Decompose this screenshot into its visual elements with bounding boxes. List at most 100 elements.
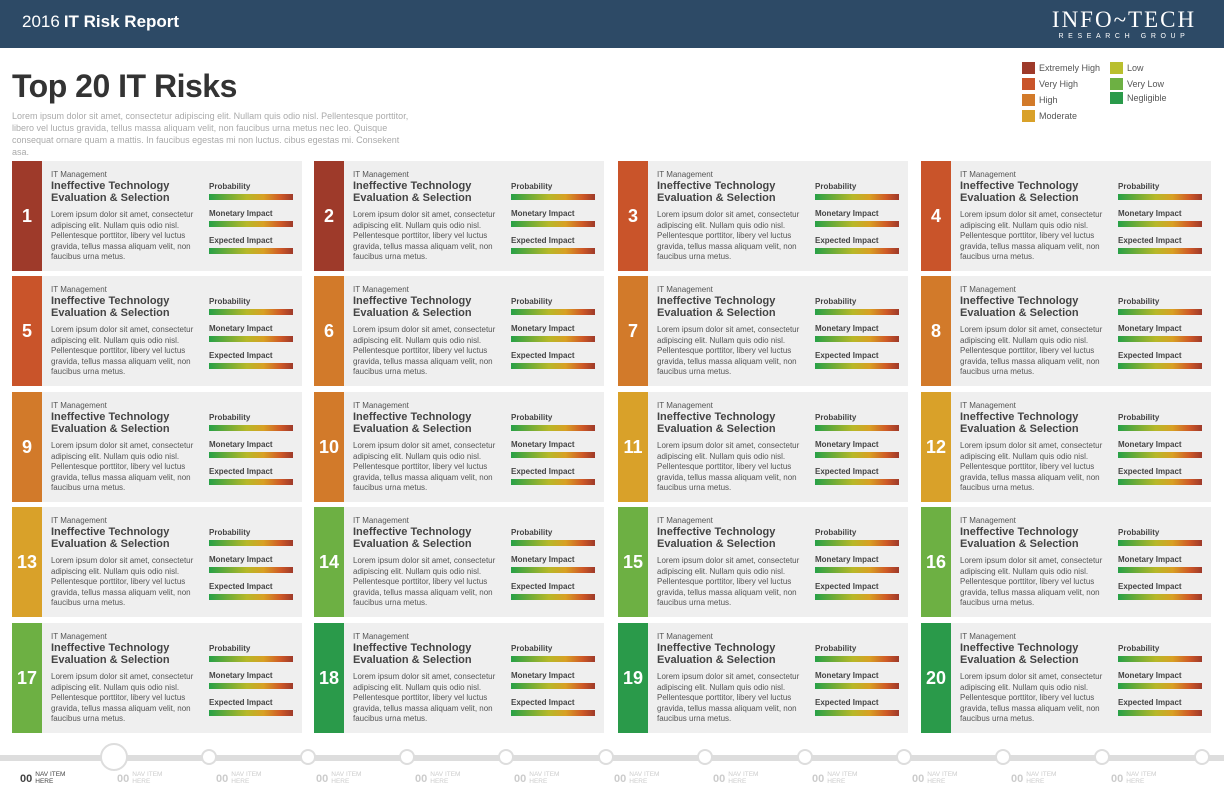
nav-item[interactable]: 00 NAV ITEM HERE <box>316 767 361 785</box>
risk-card[interactable]: 5 IT Management Ineffective Technology Eva… <box>12 276 302 386</box>
meter-gradient-bar <box>209 710 293 716</box>
nav-item-number: 00 <box>415 773 428 785</box>
risk-card[interactable]: 3 IT Management Ineffective Technology Eva… <box>618 161 908 271</box>
risk-card[interactable]: 20 IT Management Ineffective Technology Ev… <box>921 623 1211 733</box>
risk-meter: Expected Impact <box>209 236 293 254</box>
risk-meter: Probability <box>209 297 293 315</box>
nav-item[interactable]: 00 NAV ITEM HERE <box>812 767 857 785</box>
meter-label: Expected Impact <box>209 467 273 476</box>
risk-meter: Monetary Impact <box>209 671 293 689</box>
risk-meter: Probability <box>1118 528 1202 546</box>
meter-label: Monetary Impact <box>815 324 879 333</box>
meter-label: Probability <box>815 528 857 537</box>
legend-item: High <box>1022 94 1058 106</box>
timeline-node[interactable] <box>1094 749 1110 765</box>
meter-label: Expected Impact <box>511 582 575 591</box>
timeline-node-active[interactable] <box>100 743 128 771</box>
risk-card[interactable]: 12 IT Management Ineffective Technology Ev… <box>921 392 1211 502</box>
meter-gradient-bar <box>815 567 899 573</box>
risk-card[interactable]: 2 IT Management Ineffective Technology Eva… <box>314 161 604 271</box>
meter-label: Probability <box>209 413 251 422</box>
risk-meter: Probability <box>1118 413 1202 431</box>
risk-title: Ineffective Technology Evaluation & Sele… <box>960 295 1079 319</box>
nav-item[interactable]: 00 NAV ITEM HERE <box>1011 767 1056 785</box>
meter-label: Expected Impact <box>815 236 879 245</box>
nav-item[interactable]: 00 NAV ITEM HERE <box>216 767 261 785</box>
risk-meter: Expected Impact <box>1118 351 1202 369</box>
nav-item[interactable]: 00 NAV ITEM HERE <box>713 767 758 785</box>
meter-gradient-bar <box>1118 683 1202 689</box>
risk-title: Ineffective Technology Evaluation & Sele… <box>960 526 1079 550</box>
risk-card[interactable]: 18 IT Management Ineffective Technology Ev… <box>314 623 604 733</box>
meter-gradient-bar <box>511 221 595 227</box>
risk-card[interactable]: 6 IT Management Ineffective Technology Eva… <box>314 276 604 386</box>
timeline-nav: 00 NAV ITEM HERE 00 NAV ITEM HERE 00 NAV ITEM HE… <box>0 743 1224 792</box>
meter-gradient-bar <box>815 336 899 342</box>
nav-item-label-line2: HERE <box>827 778 846 785</box>
meter-label: Monetary Impact <box>815 209 879 218</box>
risk-category: IT Management <box>960 170 1016 179</box>
timeline-node[interactable] <box>201 749 217 765</box>
legend-label: High <box>1039 95 1058 105</box>
risk-description: Lorem ipsum dolor sit amet, consectetur … <box>353 556 496 608</box>
risk-title: Ineffective Technology Evaluation & Sele… <box>51 295 170 319</box>
risk-card[interactable]: 19 IT Management Ineffective Technology Ev… <box>618 623 908 733</box>
risk-card[interactable]: 17 IT Management Ineffective Technology Ev… <box>12 623 302 733</box>
meter-label: Monetary Impact <box>511 440 575 449</box>
risk-meter: Monetary Impact <box>815 555 899 573</box>
meter-label: Probability <box>1118 413 1160 422</box>
meter-gradient-bar <box>815 479 899 485</box>
risk-meter: Monetary Impact <box>209 440 293 458</box>
meter-gradient-bar <box>209 194 293 200</box>
nav-item[interactable]: 00 NAV ITEM HERE <box>1111 767 1156 785</box>
risk-card[interactable]: 15 IT Management Ineffective Technology Ev… <box>618 507 908 617</box>
risk-meter: Expected Impact <box>511 351 595 369</box>
timeline-node[interactable] <box>498 749 514 765</box>
nav-item[interactable]: 00 NAV ITEM HERE <box>514 767 559 785</box>
risk-category: IT Management <box>353 401 409 410</box>
risk-card[interactable]: 11 IT Management Ineffective Technology Ev… <box>618 392 908 502</box>
timeline-node[interactable] <box>1194 749 1210 765</box>
nav-item[interactable]: 00 NAV ITEM HERE <box>20 767 65 785</box>
meter-label: Probability <box>511 413 553 422</box>
nav-item[interactable]: 00 NAV ITEM HERE <box>117 767 162 785</box>
timeline-node[interactable] <box>399 749 415 765</box>
risk-meter: Probability <box>815 528 899 546</box>
risk-card[interactable]: 7 IT Management Ineffective Technology Eva… <box>618 276 908 386</box>
risk-description: Lorem ipsum dolor sit amet, consectetur … <box>353 441 496 493</box>
meter-label: Probability <box>815 644 857 653</box>
nav-item[interactable]: 00 NAV ITEM HERE <box>614 767 659 785</box>
risk-card[interactable]: 9 IT Management Ineffective Technology Eva… <box>12 392 302 502</box>
meter-gradient-bar <box>511 425 595 431</box>
timeline-node[interactable] <box>995 749 1011 765</box>
risk-card[interactable]: 4 IT Management Ineffective Technology Eva… <box>921 161 1211 271</box>
timeline-node[interactable] <box>797 749 813 765</box>
timeline-node[interactable] <box>896 749 912 765</box>
meter-gradient-bar <box>209 309 293 315</box>
timeline-node[interactable] <box>697 749 713 765</box>
risk-title: Ineffective Technology Evaluation & Sele… <box>657 295 776 319</box>
header-bar: 2016 IT Risk Report INFO~TECH RESEARCH GR… <box>0 0 1224 48</box>
risk-card[interactable]: 1 IT Management Ineffective Technology Eva… <box>12 161 302 271</box>
timeline-node[interactable] <box>300 749 316 765</box>
legend-swatch <box>1022 62 1035 74</box>
nav-item-number: 00 <box>1011 773 1024 785</box>
meter-label: Monetary Impact <box>511 209 575 218</box>
risk-card[interactable]: 8 IT Management Ineffective Technology Eva… <box>921 276 1211 386</box>
legend-item: Extremely High <box>1022 62 1100 74</box>
nav-item[interactable]: 00 NAV ITEM HERE <box>912 767 957 785</box>
meter-gradient-bar <box>1118 336 1202 342</box>
nav-item[interactable]: 00 NAV ITEM HERE <box>415 767 460 785</box>
risk-card[interactable]: 10 IT Management Ineffective Technology Ev… <box>314 392 604 502</box>
timeline-node[interactable] <box>598 749 614 765</box>
legend-label: Moderate <box>1039 111 1078 121</box>
risk-card[interactable]: 13 IT Management Ineffective Technology Ev… <box>12 507 302 617</box>
risk-card[interactable]: 16 IT Management Ineffective Technology Ev… <box>921 507 1211 617</box>
nav-item-label: NAV ITEM HERE <box>1026 771 1056 785</box>
risk-card[interactable]: 14 IT Management Ineffective Technology Ev… <box>314 507 604 617</box>
meter-gradient-bar <box>815 594 899 600</box>
nav-item-label: NAV ITEM HERE <box>132 771 162 785</box>
nav-item-label-line2: HERE <box>132 778 151 785</box>
meter-gradient-bar <box>511 309 595 315</box>
legend-swatch <box>1110 62 1123 74</box>
